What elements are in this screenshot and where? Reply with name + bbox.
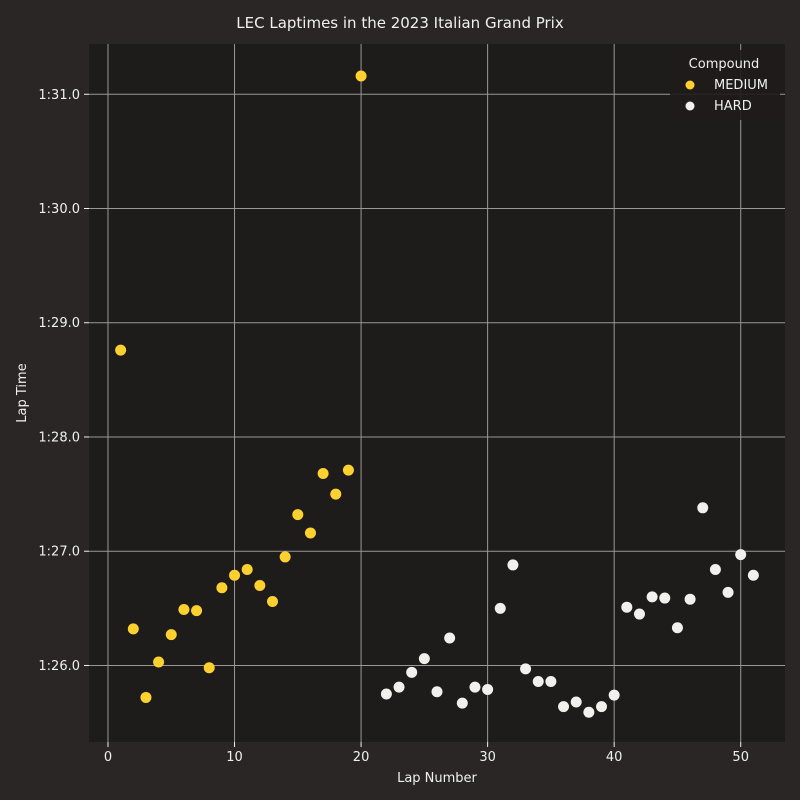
- data-point-hard: [709, 563, 721, 575]
- data-point-medium: [342, 464, 354, 476]
- data-point-medium: [317, 468, 329, 480]
- legend-title: Compound: [689, 57, 760, 72]
- data-point-hard: [558, 701, 570, 713]
- y-tick-label: 1:27.0: [38, 545, 80, 560]
- data-points: [115, 70, 759, 718]
- data-point-hard: [380, 688, 392, 700]
- y-tick-label: 1:31.0: [38, 88, 80, 103]
- y-axis-label: Lap Time: [15, 363, 30, 422]
- data-point-hard: [722, 586, 734, 598]
- data-point-hard: [418, 653, 430, 665]
- legend-marker-medium: [685, 80, 695, 90]
- data-point-medium: [292, 509, 304, 521]
- data-point-hard: [697, 502, 709, 514]
- y-tick-label: 1:28.0: [38, 430, 80, 445]
- x-tick-label: 30: [479, 750, 496, 765]
- data-point-medium: [266, 595, 278, 607]
- data-point-hard: [520, 663, 532, 675]
- data-point-medium: [229, 569, 241, 581]
- legend-marker-hard: [685, 101, 695, 111]
- data-point-medium: [115, 344, 127, 356]
- data-point-hard: [747, 569, 759, 581]
- data-point-hard: [431, 686, 443, 698]
- data-point-hard: [393, 681, 405, 693]
- data-point-hard: [671, 622, 683, 634]
- data-point-medium: [216, 582, 228, 594]
- data-point-medium: [304, 527, 316, 539]
- data-point-hard: [659, 592, 671, 604]
- legend-label-hard: HARD: [714, 99, 752, 114]
- data-point-hard: [646, 591, 658, 603]
- y-tick-label: 1:26.0: [38, 659, 80, 674]
- y-tick-label: 1:30.0: [38, 202, 80, 217]
- data-point-hard: [532, 675, 544, 687]
- data-point-hard: [621, 601, 633, 613]
- data-point-hard: [633, 608, 645, 620]
- data-point-hard: [456, 697, 468, 709]
- x-tick-label: 40: [606, 750, 623, 765]
- y-axis-ticks: 1:26.0 1:27.0 1:28.0 1:29.0 1:30.0 1:31.0: [38, 88, 89, 674]
- data-point-hard: [406, 666, 418, 678]
- data-point-medium: [153, 656, 165, 668]
- x-tick-label: 10: [226, 750, 243, 765]
- data-point-hard: [684, 593, 696, 605]
- data-point-medium: [165, 629, 177, 641]
- chart-title: LEC Laptimes in the 2023 Italian Grand P…: [236, 14, 564, 32]
- data-point-hard: [596, 701, 608, 713]
- data-point-medium: [355, 70, 367, 82]
- x-tick-label: 20: [353, 750, 370, 765]
- data-point-hard: [482, 683, 494, 695]
- data-point-hard: [583, 706, 595, 718]
- x-tick-label: 0: [104, 750, 112, 765]
- grid-lines: [89, 44, 785, 742]
- data-point-hard: [444, 632, 456, 644]
- data-point-medium: [140, 691, 152, 703]
- x-axis-ticks: 0 10 20 30 40 50: [104, 742, 749, 765]
- data-point-hard: [570, 696, 582, 708]
- data-point-medium: [254, 579, 266, 591]
- legend-label-medium: MEDIUM: [714, 78, 768, 93]
- data-point-hard: [469, 681, 481, 693]
- plot-area: [89, 44, 785, 742]
- data-point-medium: [127, 623, 139, 635]
- data-point-hard: [507, 559, 519, 571]
- x-axis-label: Lap Number: [397, 771, 477, 786]
- data-point-hard: [735, 549, 747, 561]
- data-point-medium: [178, 603, 190, 615]
- data-point-medium: [203, 662, 215, 674]
- data-point-medium: [330, 488, 342, 500]
- x-tick-label: 50: [732, 750, 749, 765]
- y-tick-label: 1:29.0: [38, 316, 80, 331]
- data-point-hard: [545, 675, 557, 687]
- data-point-medium: [279, 551, 291, 563]
- legend: Compound MEDIUM HARD: [670, 50, 780, 120]
- data-point-medium: [241, 563, 253, 575]
- data-point-hard: [494, 602, 506, 614]
- legend-box: [670, 50, 780, 120]
- data-point-hard: [608, 689, 620, 701]
- data-point-medium: [191, 605, 203, 617]
